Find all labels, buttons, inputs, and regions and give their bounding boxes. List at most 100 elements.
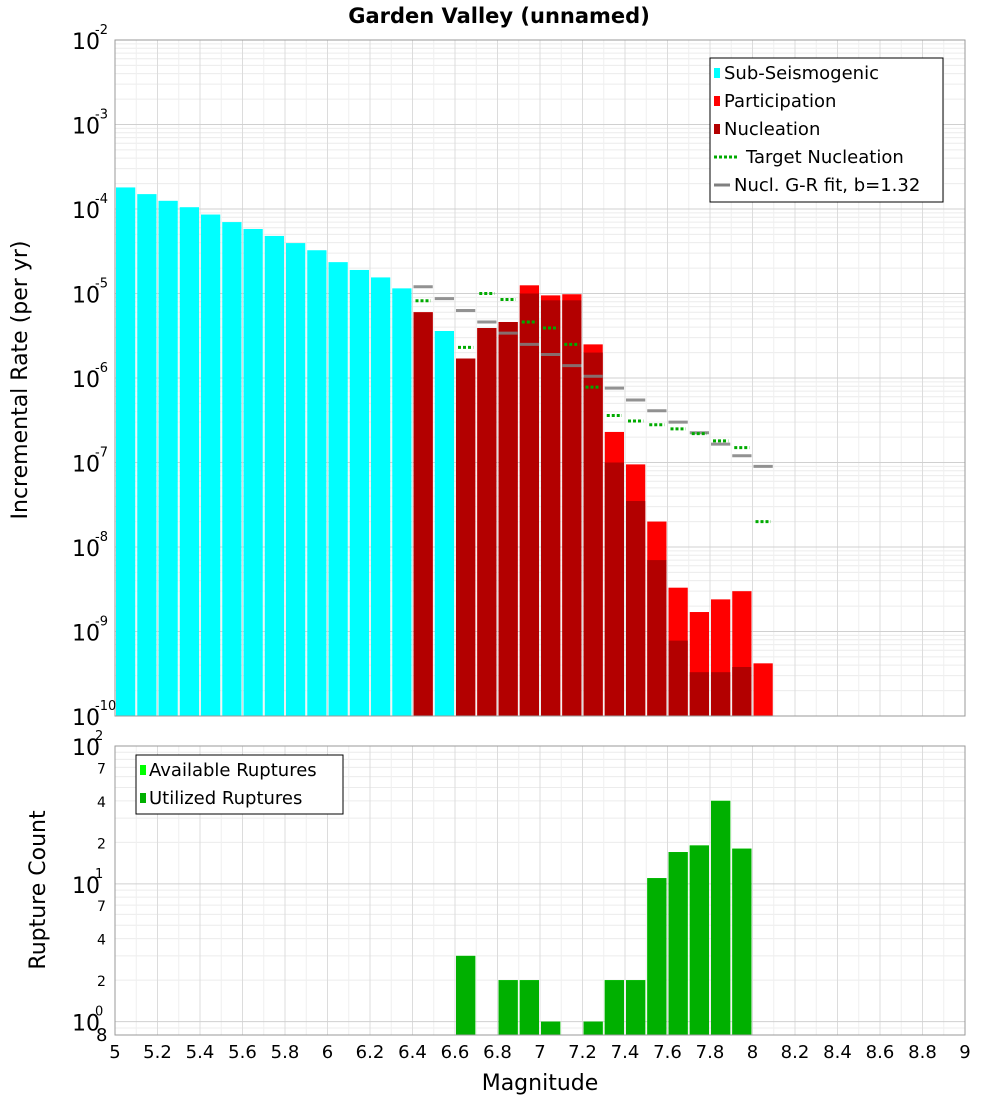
- x-tick-label: 7.8: [696, 1042, 725, 1063]
- x-tick-label: 6.4: [398, 1042, 427, 1063]
- bottom-y-tick-label: 7: [97, 899, 106, 915]
- x-tick-label: 6.8: [483, 1042, 512, 1063]
- sub-seismogenic-bar: [392, 288, 412, 716]
- nucleation-bar: [541, 300, 561, 716]
- legend-swatch: [714, 124, 720, 134]
- sub-seismogenic-bar: [349, 269, 369, 716]
- top-y-axis-title: Incremental Rate (per yr): [8, 241, 33, 520]
- nucleation-bar: [413, 312, 433, 716]
- top-y-tick-exponent: -5: [95, 277, 108, 292]
- utilized-ruptures-bar: [583, 1021, 603, 1035]
- x-tick-label: 7.4: [611, 1042, 640, 1063]
- utilized-ruptures-bar: [732, 848, 752, 1035]
- x-tick-label: 8: [747, 1042, 758, 1063]
- utilized-ruptures-bar: [689, 845, 709, 1035]
- legend-label: Participation: [724, 91, 836, 112]
- x-tick-label: 8.4: [823, 1042, 852, 1063]
- nucleation-bar: [583, 352, 603, 716]
- x-axis-title: Magnitude: [482, 1071, 599, 1096]
- utilized-ruptures-bar: [519, 980, 539, 1035]
- top-y-tick-exponent: -4: [95, 192, 108, 207]
- top-y-tick-exponent: -2: [95, 23, 108, 38]
- sub-seismogenic-bar: [222, 222, 242, 716]
- sub-seismogenic-bar: [264, 235, 284, 716]
- x-tick-label: 6.2: [356, 1042, 385, 1063]
- x-tick-label: 8.8: [908, 1042, 937, 1063]
- x-tick-label: 8.6: [866, 1042, 895, 1063]
- nucleation-bar: [647, 560, 667, 716]
- sub-seismogenic-bar: [179, 207, 199, 716]
- nucleation-bar: [456, 358, 476, 716]
- x-tick-label: 5: [109, 1042, 120, 1063]
- top-y-tick-label: 10: [72, 368, 100, 393]
- top-y-tick-exponent: -3: [95, 108, 108, 123]
- top-y-tick-exponent: -8: [95, 530, 108, 545]
- sub-seismogenic-bar: [286, 243, 306, 717]
- utilized-ruptures-bar: [647, 878, 667, 1035]
- bottom-y-tick-label: 2: [97, 836, 106, 852]
- bottom-y-tick-label: 4: [97, 795, 106, 811]
- top-legend-box: [709, 57, 944, 203]
- legend-swatch: [140, 765, 146, 775]
- nucleation-bar: [562, 300, 582, 716]
- nucleation-bar: [732, 667, 752, 716]
- bottom-y-tick-label: 7: [97, 761, 106, 777]
- sub-seismogenic-bar: [371, 277, 391, 716]
- top-y-tick-label: 10: [72, 30, 100, 55]
- legend-label: Target Nucleation: [745, 147, 904, 168]
- bottom-legend-box: [135, 754, 344, 815]
- bottom-plot-border: [114, 745, 966, 1036]
- utilized-ruptures-bar: [604, 980, 624, 1035]
- x-tick-label: 5.8: [271, 1042, 300, 1063]
- top-y-tick-label: 10: [72, 622, 100, 647]
- sub-seismogenic-bar: [307, 250, 327, 716]
- x-tick-label: 6: [322, 1042, 333, 1063]
- sub-seismogenic-bar: [201, 214, 221, 716]
- x-tick-label: 9: [959, 1042, 970, 1063]
- bottom-y-tick-exponent: 1: [95, 867, 103, 882]
- top-y-tick-label: 10: [72, 453, 100, 478]
- utilized-ruptures-bar: [668, 852, 688, 1035]
- sub-seismogenic-bar: [137, 194, 157, 716]
- x-tick-label: 5.2: [143, 1042, 172, 1063]
- utilized-ruptures-bar: [711, 800, 731, 1035]
- sub-seismogenic-bar: [116, 187, 136, 717]
- top-y-tick-exponent: -6: [95, 361, 108, 376]
- legend-label: Utilized Ruptures: [149, 788, 302, 809]
- nucleation-bar: [711, 672, 731, 716]
- utilized-ruptures-bar: [456, 955, 476, 1035]
- legend-label: Available Ruptures: [149, 760, 317, 781]
- x-tick-label: 8.2: [781, 1042, 810, 1063]
- nucleation-bar: [626, 501, 646, 716]
- chart-title: Garden Valley (unnamed): [348, 4, 650, 28]
- x-tick-label: 5.4: [186, 1042, 215, 1063]
- utilized-ruptures-bar: [626, 980, 646, 1035]
- legend-label: Nucleation: [724, 119, 820, 140]
- top-y-tick-label: 10: [72, 199, 100, 224]
- nucleation-bar: [498, 321, 518, 716]
- bottom-y-tick-exponent: 2: [95, 729, 103, 744]
- sub-seismogenic-bar: [328, 262, 348, 716]
- sub-seismogenic-bar: [243, 228, 263, 716]
- bottom-y-tick-label: 4: [97, 933, 106, 949]
- x-tick-label: 5.6: [228, 1042, 257, 1063]
- legend-label: Nucl. G-R fit, b=1.32: [734, 175, 920, 196]
- legend-swatch: [140, 793, 146, 803]
- nucleation-bar: [519, 293, 539, 716]
- top-y-tick-label: 10: [72, 706, 100, 731]
- top-y-tick-label: 10: [72, 115, 100, 140]
- top-plot-border: [114, 39, 966, 717]
- nucleation-bar: [604, 462, 624, 716]
- top-y-tick-exponent: -9: [95, 615, 108, 630]
- sub-seismogenic-bar: [158, 200, 178, 717]
- bottom-y-tick-label: 10: [72, 874, 100, 899]
- nucleation-bar: [689, 672, 709, 716]
- utilized-ruptures-bar: [541, 1021, 561, 1035]
- top-y-tick-exponent: -10: [95, 699, 116, 714]
- nucleation-bar: [668, 640, 688, 716]
- sub-seismogenic-bar: [434, 330, 454, 716]
- x-tick-label: 7: [534, 1042, 545, 1063]
- bottom-y-tick-label: 8: [96, 1025, 107, 1046]
- bottom-y-tick-label: 10: [72, 736, 100, 761]
